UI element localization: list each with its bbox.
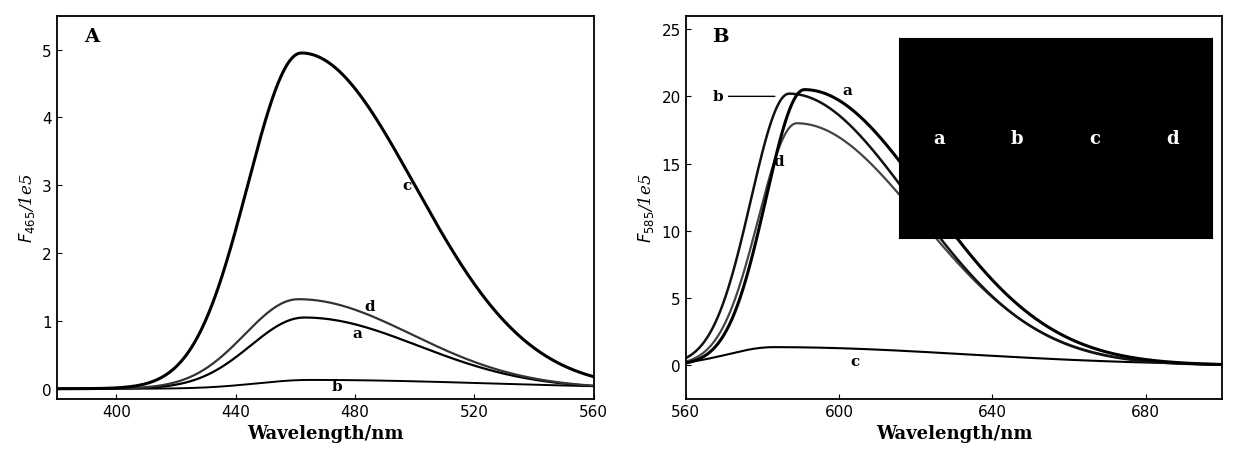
Text: a: a <box>352 326 362 341</box>
Text: d: d <box>364 299 374 313</box>
Text: a: a <box>843 84 852 97</box>
Text: A: A <box>84 28 99 46</box>
Text: B: B <box>712 28 729 46</box>
Text: b: b <box>331 379 342 393</box>
X-axis label: Wavelength/nm: Wavelength/nm <box>247 425 404 442</box>
X-axis label: Wavelength/nm: Wavelength/nm <box>876 425 1032 442</box>
Text: c: c <box>403 179 413 193</box>
Text: b: b <box>712 90 774 104</box>
Y-axis label: $F_{585}$/1e5: $F_{585}$/1e5 <box>636 173 655 243</box>
Text: c: c <box>850 354 860 369</box>
Y-axis label: $F_{465}$/1e5: $F_{465}$/1e5 <box>16 173 37 243</box>
Text: d: d <box>773 155 784 168</box>
